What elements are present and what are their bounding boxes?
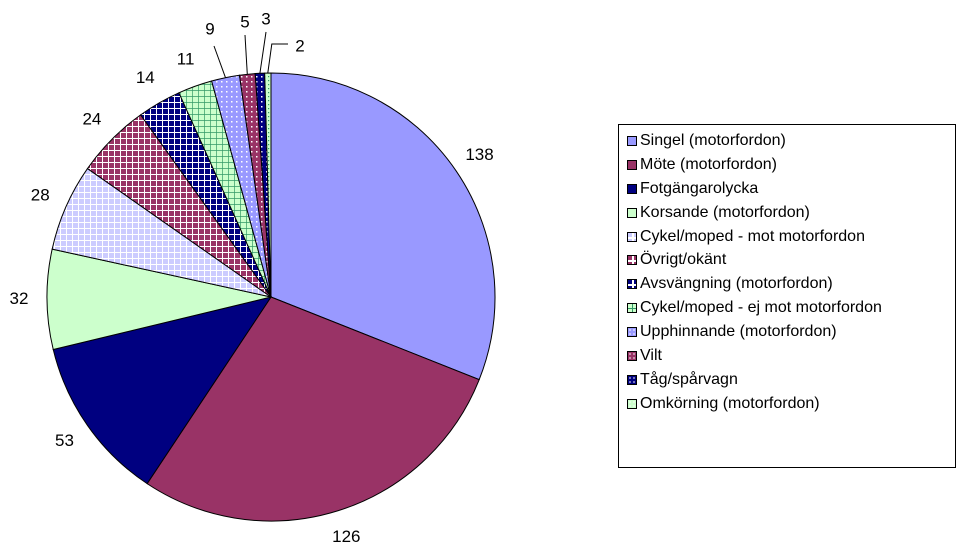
leader-line bbox=[244, 34, 248, 75]
legend-label: Korsande (motorfordon) bbox=[640, 203, 810, 221]
legend-label: Fotgängarolycka bbox=[640, 179, 759, 197]
legend-label: Upphinnande (motorfordon) bbox=[640, 323, 837, 341]
legend-label: Vilt bbox=[640, 346, 662, 364]
legend-item: Möte (motorfordon) bbox=[627, 153, 955, 177]
leader-line bbox=[213, 45, 226, 78]
leader-line bbox=[259, 31, 267, 74]
legend-swatch bbox=[627, 350, 637, 361]
legend-label: Avsvängning (motorfordon) bbox=[640, 275, 833, 293]
data-label: 28 bbox=[31, 185, 50, 204]
data-label: 5 bbox=[240, 12, 249, 31]
legend-swatch bbox=[627, 303, 637, 314]
legend-item: Korsande (motorfordon) bbox=[627, 201, 955, 225]
legend-item: Vilt bbox=[627, 344, 955, 368]
pie-chart-area: 138 126 53 32 28 24 14 11 9 5 3 2 bbox=[10, 9, 496, 546]
legend-swatch bbox=[627, 159, 637, 170]
leader-line bbox=[267, 43, 288, 74]
pie-slice bbox=[264, 72, 272, 298]
legend-swatch bbox=[627, 231, 637, 242]
legend-swatch bbox=[627, 183, 637, 194]
legend-label: Cykel/moped - mot motorfordon bbox=[640, 227, 865, 245]
data-label: 32 bbox=[10, 289, 29, 308]
data-label: 14 bbox=[136, 68, 155, 87]
legend-item: Övrigt/okänt bbox=[627, 248, 955, 272]
pie-slice bbox=[46, 248, 272, 351]
data-label: 3 bbox=[261, 9, 270, 28]
data-label: 138 bbox=[465, 145, 493, 164]
data-label: 24 bbox=[82, 109, 101, 128]
legend-label: Övrigt/okänt bbox=[640, 251, 727, 269]
legend-item: Cykel/moped - ej mot motorfordon bbox=[627, 296, 955, 320]
legend-label: Tåg/spårvagn bbox=[640, 370, 738, 388]
legend-swatch bbox=[627, 327, 637, 338]
data-label: 126 bbox=[332, 527, 360, 546]
chart-legend: Singel (motorfordon) Möte (motorfordon) Fo… bbox=[618, 124, 956, 468]
legend-swatch bbox=[627, 279, 637, 290]
pie-slice bbox=[52, 296, 273, 485]
legend-swatch bbox=[627, 207, 637, 218]
legend-swatch bbox=[627, 398, 637, 409]
legend-item: Singel (motorfordon) bbox=[627, 129, 955, 153]
legend-item: Tåg/spårvagn bbox=[627, 368, 955, 392]
legend-item: Omkörning (motorfordon) bbox=[627, 392, 955, 416]
legend-label: Möte (motorfordon) bbox=[640, 155, 777, 173]
legend-item: Avsvängning (motorfordon) bbox=[627, 272, 955, 296]
pie-slice bbox=[270, 72, 496, 381]
legend-item: Cykel/moped - mot motorfordon bbox=[627, 225, 955, 249]
data-label: 11 bbox=[177, 49, 195, 68]
legend-item: Fotgängarolycka bbox=[627, 177, 955, 201]
pie-slice bbox=[146, 296, 480, 522]
legend-label: Omkörning (motorfordon) bbox=[640, 394, 820, 412]
legend-item: Upphinnande (motorfordon) bbox=[627, 320, 955, 344]
legend-swatch bbox=[627, 374, 637, 385]
data-label: 53 bbox=[55, 431, 74, 450]
data-label: 9 bbox=[205, 19, 214, 38]
data-label: 2 bbox=[295, 36, 304, 55]
legend-label: Singel (motorfordon) bbox=[640, 131, 786, 149]
legend-swatch bbox=[627, 255, 637, 266]
legend-label: Cykel/moped - ej mot motorfordon bbox=[640, 299, 882, 317]
legend-swatch bbox=[627, 135, 637, 146]
